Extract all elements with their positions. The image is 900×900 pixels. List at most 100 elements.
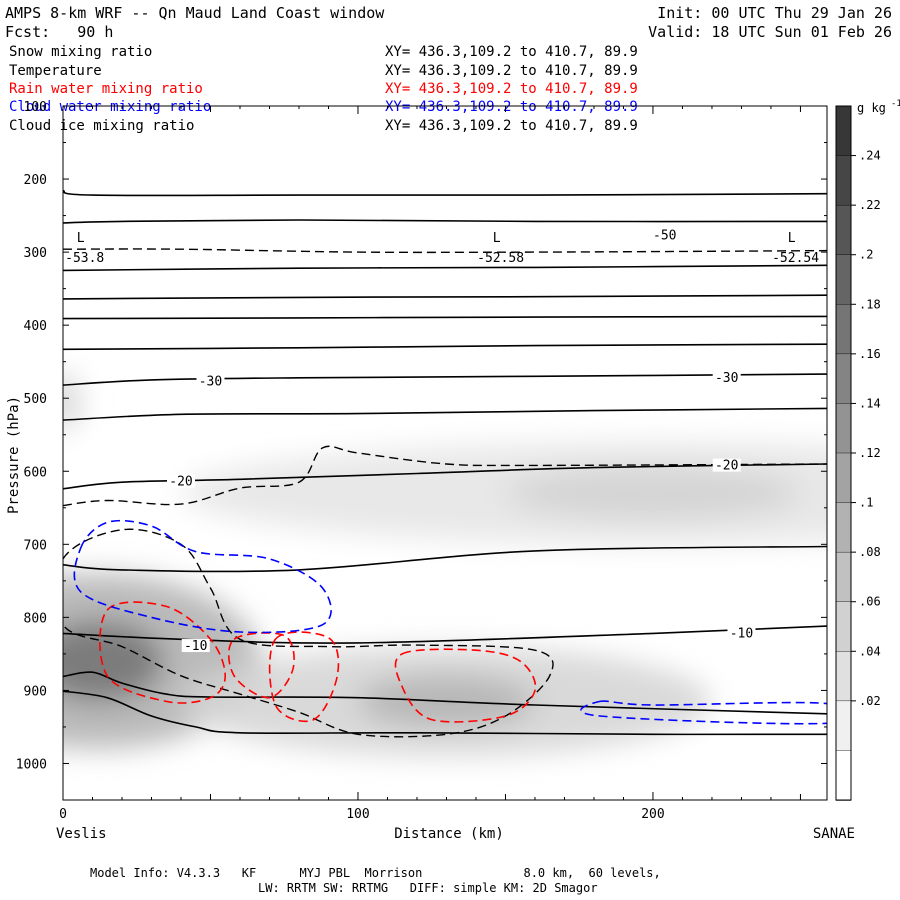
isotherm-line [63, 671, 827, 715]
y-tick-label: 800 [24, 611, 47, 626]
minimum-value: -52.58 [477, 251, 524, 266]
colorbar-bin [835, 403, 852, 454]
isotherm-line [63, 625, 827, 644]
colorbar-bin [835, 551, 852, 603]
field-xy: XY= 436.3,109.2 to 410.7, 89.9 [385, 99, 638, 115]
x-axis-label: Distance (km) [394, 826, 504, 842]
x-endpoint-right: SANAE [813, 826, 855, 842]
y-tick-label: 100 [24, 100, 47, 115]
fcst-label: Fcst: [5, 23, 51, 41]
isotherm-line [63, 690, 827, 736]
isotherm-label: -10 [184, 639, 207, 654]
field-name: Snow mixing ratio [9, 44, 153, 60]
rain-contour [268, 631, 340, 723]
isotherm-line [63, 219, 827, 224]
cloud-water-contour [73, 519, 332, 634]
isotherm-label: -30 [715, 371, 738, 386]
isotherm-label: -10 [730, 627, 753, 642]
minimum-value: -53.8 [65, 251, 104, 266]
colorbar-tick-label: .22 [859, 198, 881, 212]
isotherm-line [63, 407, 827, 421]
snow-shade-blob [63, 621, 164, 702]
minimum-mark: L [493, 231, 501, 246]
isotherm-label-bg [712, 370, 741, 384]
y-tick-label: 600 [24, 465, 47, 480]
colorbar-bin [835, 105, 852, 157]
colorbar-bin [835, 452, 852, 504]
init-label: Init: [657, 4, 703, 22]
colorbar-units: g kg [857, 101, 886, 115]
isotherm-line [63, 264, 827, 272]
y-tick-label: 500 [24, 392, 47, 407]
isotherm-label: -30 [199, 375, 222, 390]
cloud-water-contour [580, 700, 827, 725]
y-tick-label: 900 [24, 684, 47, 699]
isotherm-line [63, 463, 827, 490]
colorbar-tick-label: .1 [859, 496, 873, 510]
minimum-mark: L [788, 231, 796, 246]
colorbar-bin [835, 700, 852, 752]
fcst-value: 90 h [77, 23, 114, 41]
colorbar-bin [835, 353, 852, 405]
x-tick-label: 100 [346, 807, 369, 822]
isotherm-label: -50 [653, 228, 676, 243]
field-xy: XY= 436.3,109.2 to 410.7, 89.9 [385, 81, 638, 97]
isotherm-line [63, 545, 827, 573]
isotherm-label: -20 [169, 475, 192, 490]
field-xy: XY= 436.3,109.2 to 410.7, 89.9 [385, 118, 638, 134]
colorbar-bin [835, 651, 852, 702]
y-tick-label: 300 [24, 246, 47, 261]
valid-time: Valid: 18 UTC Sun 01 Feb 26 [648, 24, 892, 40]
x-tick-label: 0 [59, 807, 67, 822]
y-axis-label: Pressure (hPa) [6, 396, 22, 514]
model-info-line1: Model Info: V4.3.3 KF MYJ PBL Morrison 8… [90, 866, 661, 880]
colorbar-bin [835, 502, 852, 553]
x-tick-label: 200 [641, 807, 664, 822]
isotherm-dashed-line [63, 248, 827, 254]
colorbar-tick-label: .24 [859, 149, 881, 163]
colorbar-bin [835, 254, 852, 305]
colorbar-tick-label: .06 [859, 595, 881, 609]
colorbar-bin [835, 204, 852, 256]
forecast-hour: Fcst: 90 h [5, 24, 113, 40]
isotherm-label-bg [727, 626, 756, 640]
snow-shade-blob [505, 467, 801, 519]
isotherm-label-bg [196, 374, 225, 388]
cloud-ice-contour [63, 528, 554, 738]
rain-contour [394, 648, 537, 723]
colorbar-tick-label: .08 [859, 545, 881, 559]
colorbar-tick-label: .02 [859, 694, 881, 708]
snow-shade-blob [181, 442, 827, 545]
colorbar-tick-label: .14 [859, 396, 881, 410]
colorbar-bin [835, 155, 852, 206]
plot-frame [62, 105, 828, 801]
rain-contour [99, 601, 227, 704]
init-value: 00 UTC Thu 29 Jan 26 [711, 4, 892, 22]
field-name: Cloud water mixing ratio [9, 99, 212, 115]
isotherm-line [63, 189, 827, 197]
isotherm-label: -20 [715, 459, 738, 474]
model-info-line2: LW: RRTM SW: RRTMG DIFF: simple KM: 2D S… [258, 881, 598, 895]
colorbar-tick-label: .2 [859, 248, 873, 262]
field-name: Temperature [9, 63, 102, 79]
field-xy: XY= 436.3,109.2 to 410.7, 89.9 [385, 63, 638, 79]
isotherm-label-bg [181, 639, 210, 653]
isotherm-label-bg [166, 474, 195, 488]
cloud-ice-contour [63, 445, 827, 507]
colorbar-tick-label: .04 [859, 644, 881, 658]
y-tick-label: 1000 [16, 757, 47, 772]
colorbar-bin [835, 750, 852, 801]
y-tick-label: 200 [24, 173, 47, 188]
y-tick-label: 400 [24, 319, 47, 334]
isotherm-line [63, 315, 827, 320]
colorbar-bin [835, 304, 852, 355]
minimum-mark: L [77, 231, 85, 246]
field-xy: XY= 436.3,109.2 to 410.7, 89.9 [385, 44, 638, 60]
colorbar-bin [835, 601, 852, 652]
snow-shade-blob [63, 372, 81, 432]
field-name: Rain water mixing ratio [9, 81, 203, 97]
y-tick-label: 700 [24, 538, 47, 553]
init-time: Init: 00 UTC Thu 29 Jan 26 [657, 5, 892, 21]
field-name: Cloud ice mixing ratio [9, 118, 195, 134]
